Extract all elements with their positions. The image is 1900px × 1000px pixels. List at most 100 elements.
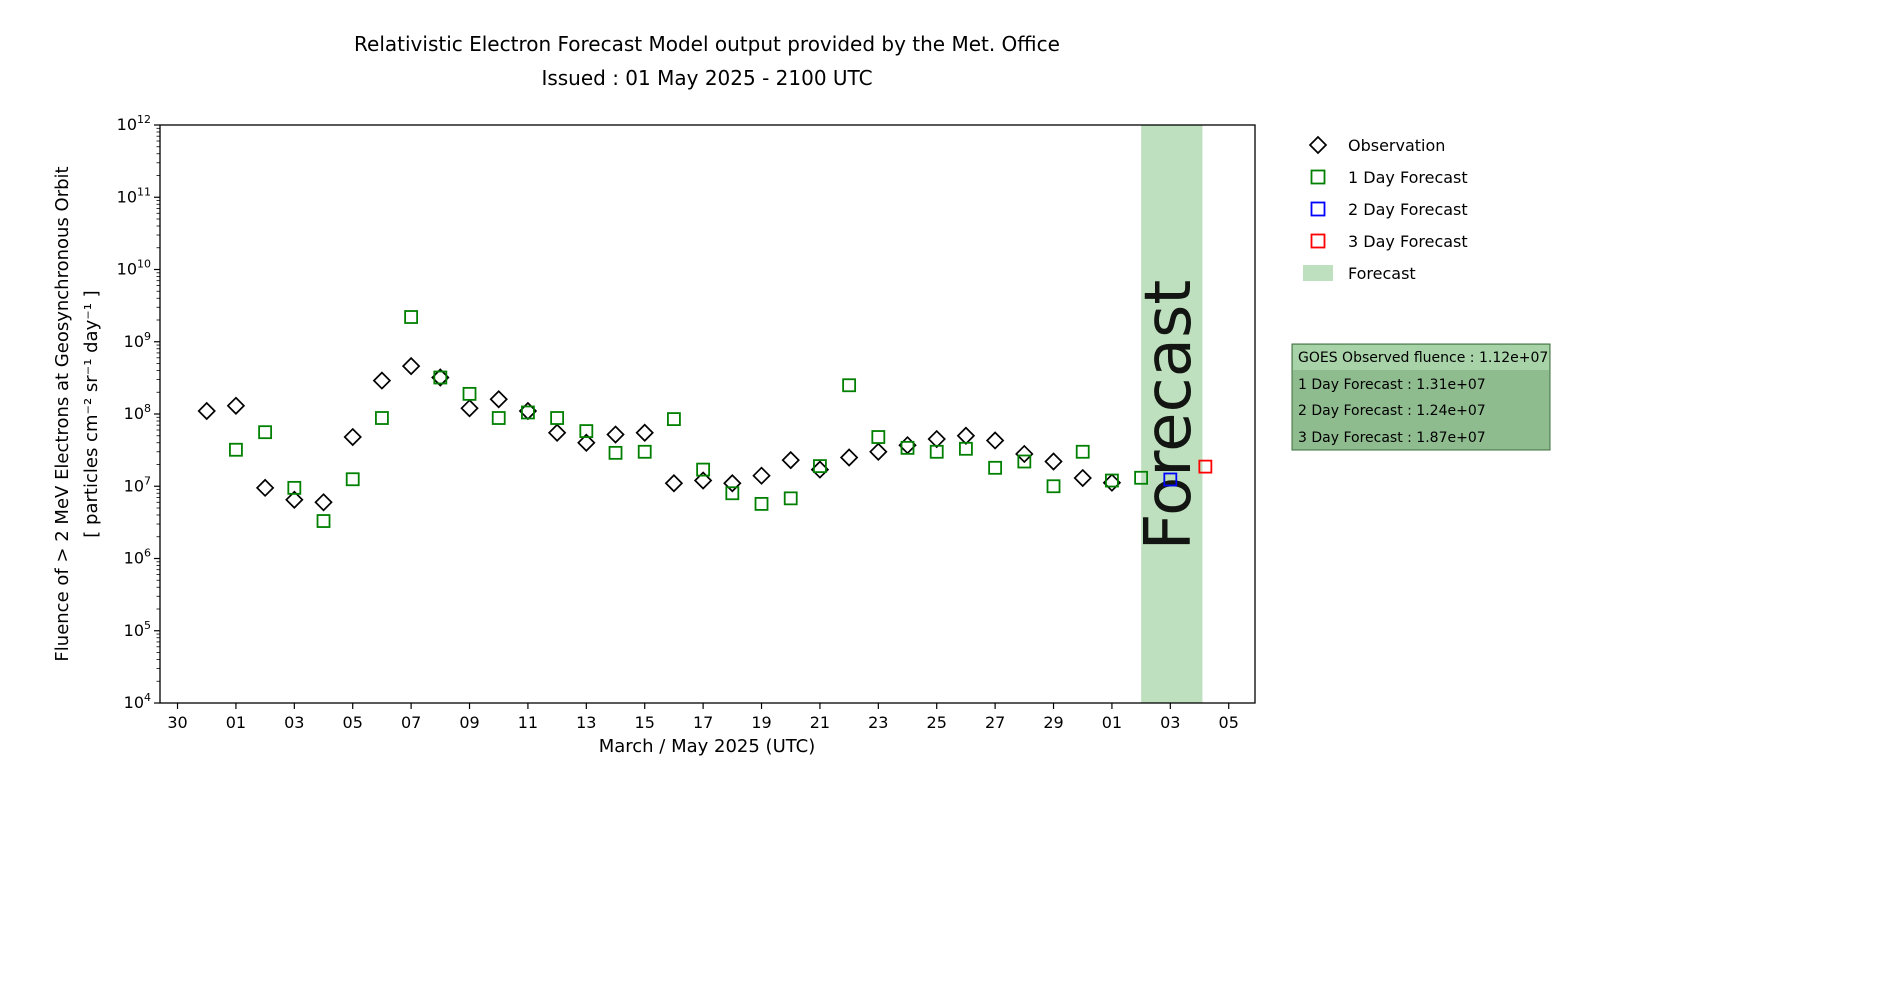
data-point [345,472,360,487]
legend-item-label: Observation [1348,136,1445,155]
x-tick-label: 27 [985,713,1005,732]
data-point [900,440,915,455]
data-point [985,431,1005,450]
two-day-forecast-square-icon [1310,201,1326,217]
series-observation [197,356,1122,512]
three-day-forecast-square-icon [1310,233,1326,249]
data-point [1163,472,1178,487]
x-tick-label: 25 [927,713,947,732]
observation-diamond-icon [1308,135,1328,155]
data-point [752,466,771,485]
summary-box-header-bg [1293,345,1549,370]
data-point [372,371,392,390]
x-tick-label: 15 [635,713,655,732]
data-point [929,444,944,459]
chart-title: Relativistic Electron Forecast Model out… [354,32,1060,56]
data-point [226,396,246,415]
y-tick-label: 106 [124,547,151,568]
data-point [664,474,684,493]
data-point [550,411,565,425]
data-points [197,310,1213,528]
data-point [988,460,1003,475]
data-point [547,423,567,442]
summary-line-1day: 1 Day Forecast : 1.31e+07 [1298,377,1486,393]
data-point [871,430,886,444]
x-tick-label: 30 [167,713,187,732]
data-point [287,480,302,495]
legend-item-label: Forecast [1348,264,1416,283]
data-point [606,425,625,444]
x-tick-label: 05 [1219,713,1239,732]
x-axis-label: March / May 2025 (UTC) [599,736,816,757]
forecast-band-rect [1141,125,1203,703]
data-point [927,429,946,449]
axes: 30 01 03 05 07 09 11 13 15 17 19 21 23 25 27 29 01 03 05 10… [117,113,1256,732]
data-point [197,401,216,421]
data-point [696,462,711,477]
data-point [1044,452,1063,471]
y-tick-label: 105 [124,619,151,640]
summary-line-3day: 3 Day Forecast : 1.87e+07 [1298,430,1486,446]
y-tick-label: 1011 [117,185,151,206]
data-point [1015,444,1034,464]
forecast-summary-box: GOES Observed fluence : 1.12e+07 1 Day F… [1291,343,1551,451]
data-point [462,386,477,401]
data-point [433,370,448,385]
x-tick-label: 23 [868,713,888,732]
y-tick-label: 109 [124,330,151,351]
data-point [1134,470,1149,485]
x-tick-label: 09 [459,713,479,732]
data-point [404,310,419,324]
legend-item-label: 2 Day Forecast [1348,200,1468,219]
y-tick-label: 1010 [117,258,151,279]
y-tick-label: 1012 [117,113,151,134]
legend-item-2-day-forecast: 2 Day Forecast [1310,200,1468,219]
data-point [579,424,594,438]
data-point [229,442,243,457]
x-tick-label: 03 [284,713,304,732]
data-point [637,444,652,459]
data-point [781,450,800,470]
y-tick-label: 104 [124,691,151,712]
x-tick-label: 17 [693,713,713,732]
data-point [401,356,421,376]
forecast-band-label: Forecast [1132,280,1206,551]
data-point [813,459,827,474]
data-point [577,433,596,452]
legend-item-label: 3 Day Forecast [1348,232,1468,251]
data-point [316,514,331,528]
one-day-forecast-square-icon [1310,169,1326,185]
data-point [1105,473,1119,488]
data-point [839,448,859,467]
data-point [959,441,973,456]
data-point [314,493,333,512]
data-point [343,427,362,447]
series-2-day-forecast [1163,472,1178,487]
x-tick-label: 05 [343,713,363,732]
data-point [783,491,798,506]
legend-item-1-day-forecast: 1 Day Forecast [1310,168,1468,187]
data-point [375,411,389,425]
data-point [725,486,740,501]
data-point [842,378,857,393]
data-point [1198,459,1213,474]
y-tick-label: 107 [124,474,151,495]
x-tick-label: 29 [1043,713,1063,732]
data-point [255,478,275,498]
x-tick-label: 13 [576,713,596,732]
chart-subtitle: Issued : 01 May 2025 - 2100 UTC [541,66,872,90]
data-point [1046,479,1061,494]
x-tick-label: 07 [401,713,421,732]
x-tick-label: 19 [751,713,771,732]
y-axis-label-line2: [ particles cm⁻² sr⁻¹ day⁻¹ ] [81,290,102,537]
data-point [754,496,769,511]
x-tick-label: 11 [518,713,538,732]
data-point [1017,454,1032,469]
legend: Observation 1 Day Forecast 2 Day Forecas… [1303,135,1468,283]
legend-item-forecast-band: Forecast [1303,264,1416,283]
legend-item-observation: Observation [1308,135,1445,155]
data-point [489,390,508,409]
data-point [1075,444,1090,459]
data-point [956,426,976,445]
